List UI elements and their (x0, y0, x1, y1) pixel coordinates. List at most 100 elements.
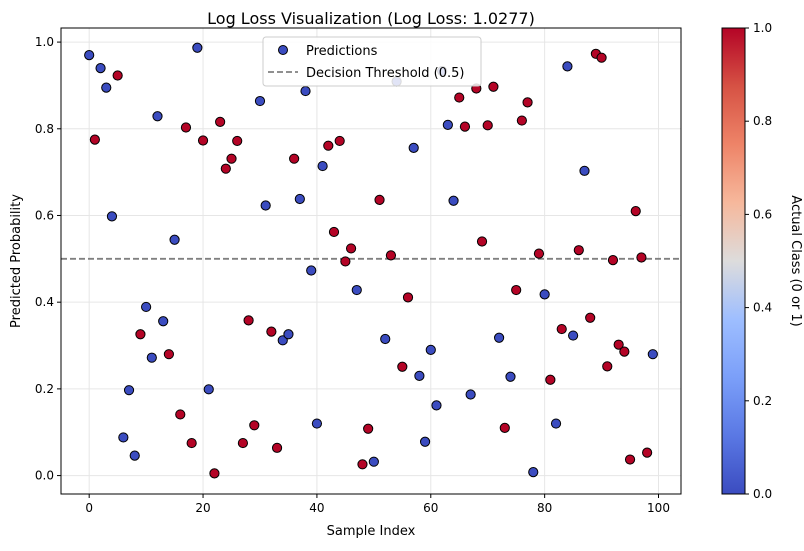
data-point (624, 454, 636, 465)
data-point (363, 423, 374, 434)
legend-label-threshold: Decision Threshold (0.5) (306, 66, 465, 81)
x-tick-label: 40 (309, 501, 324, 515)
colorbar-tick-label: 0.6 (753, 207, 772, 221)
y-tick-label: 0.8 (35, 122, 54, 136)
x-tick-label: 20 (195, 501, 210, 515)
data-point (306, 265, 317, 276)
data-point (585, 312, 596, 323)
data-point (602, 361, 613, 372)
colorbar-tick-label: 1.0 (753, 21, 772, 35)
data-point (374, 194, 385, 205)
x-axis-ticks: 0 20 40 60 80 100 (85, 494, 670, 515)
data-point (402, 292, 414, 303)
data-point (260, 200, 271, 211)
data-point (243, 315, 254, 326)
x-tick-label: 0 (85, 501, 93, 515)
data-point (351, 284, 362, 296)
data-point (442, 119, 453, 130)
data-point (266, 326, 277, 337)
y-tick-label: 0.0 (35, 469, 54, 483)
data-point (414, 370, 425, 381)
data-point (254, 95, 266, 107)
data-point (169, 234, 180, 245)
data-point (300, 85, 311, 97)
colorbar-label: Actual Class (0 or 1) (788, 195, 803, 326)
data-point (283, 329, 294, 340)
data-point (579, 165, 590, 176)
data-point (630, 206, 641, 217)
data-point (101, 82, 112, 93)
data-point (197, 135, 209, 146)
data-point (562, 61, 573, 72)
data-point (573, 245, 584, 256)
y-tick-label: 1.0 (35, 35, 54, 49)
data-point (237, 437, 249, 449)
data-point (203, 384, 214, 395)
colorbar-tick-label: 0.4 (753, 301, 772, 315)
data-point (505, 371, 516, 382)
data-point (135, 329, 146, 340)
data-points (84, 42, 658, 479)
data-point (334, 135, 345, 147)
data-point (106, 211, 118, 222)
chart-title: Log Loss Visualization (Log Loss: 1.0277… (207, 9, 535, 28)
data-point (459, 121, 471, 132)
data-point (323, 140, 334, 151)
data-point (118, 432, 129, 443)
x-axis-label: Sample Index (327, 524, 416, 539)
data-point (123, 385, 135, 396)
data-point (192, 42, 203, 53)
data-point (533, 248, 545, 259)
data-point (158, 316, 169, 327)
data-point (84, 49, 95, 61)
data-point (528, 467, 539, 478)
data-point (636, 252, 647, 263)
data-point (311, 418, 323, 429)
y-axis-label: Predicted Probability (9, 194, 24, 328)
data-point (175, 409, 186, 420)
y-tick-label: 0.2 (35, 382, 54, 396)
data-point (647, 349, 658, 360)
legend-marker-predictions (278, 45, 288, 55)
data-point (368, 456, 379, 467)
data-point (550, 418, 562, 429)
data-point (328, 226, 340, 238)
colorbar-tick-label: 0.8 (753, 114, 772, 128)
data-point (613, 339, 624, 350)
data-point (431, 400, 442, 411)
data-point (357, 459, 368, 470)
colorbar: 0.0 0.2 0.4 0.6 0.8 1.0 Actual Class (0 or 1) (721, 21, 803, 501)
data-point (317, 160, 328, 172)
data-point (186, 437, 197, 449)
data-point (146, 352, 157, 363)
data-point (556, 323, 567, 335)
data-point (545, 374, 556, 385)
colorbar-ticks: 0.0 0.2 0.4 0.6 0.8 1.0 (745, 21, 772, 501)
data-point (294, 193, 305, 205)
legend-box (262, 36, 482, 87)
data-point (226, 153, 237, 164)
data-point (95, 62, 106, 74)
data-point (454, 92, 465, 103)
data-point (568, 330, 579, 341)
data-point (408, 142, 419, 153)
plot-frame (60, 27, 682, 495)
grid (61, 28, 681, 494)
legend: Predictions Decision Threshold (0.5) (262, 36, 482, 87)
data-point (539, 289, 550, 300)
data-point (112, 70, 123, 81)
data-point (129, 450, 140, 461)
y-tick-label: 0.4 (35, 295, 54, 309)
data-point (482, 120, 493, 131)
data-point (289, 153, 300, 164)
data-point (522, 97, 533, 108)
colorbar-tick-label: 0.0 (753, 487, 772, 501)
data-point (607, 255, 619, 266)
legend-label-predictions: Predictions (306, 44, 378, 59)
data-point (493, 332, 505, 343)
data-point (516, 115, 527, 126)
data-point (163, 349, 174, 360)
data-point (220, 163, 231, 174)
data-point (271, 442, 283, 453)
